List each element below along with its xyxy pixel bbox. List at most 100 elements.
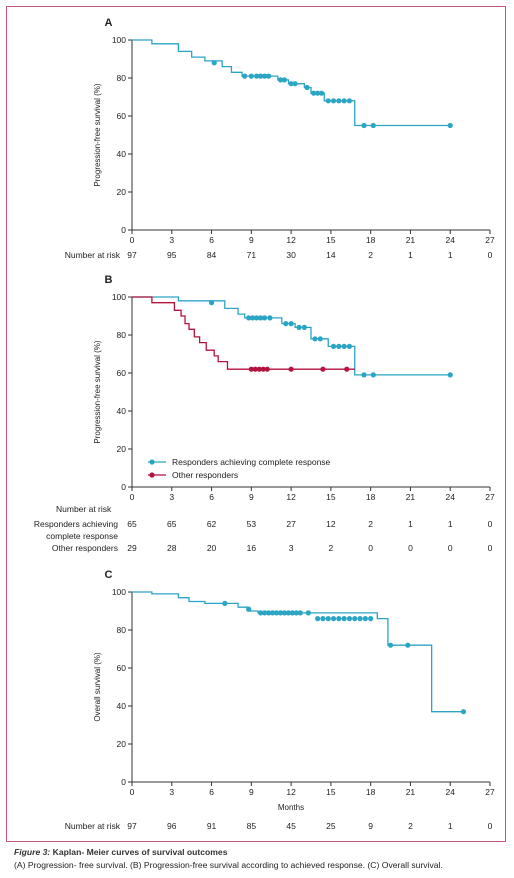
risk-value: 3: [289, 543, 294, 553]
y-tick-label: 0: [121, 777, 126, 787]
censor-mark: [258, 315, 264, 321]
censor-mark: [293, 610, 300, 616]
censor-mark: [248, 73, 254, 79]
risk-value: 97: [127, 250, 137, 260]
censor-mark: [447, 372, 453, 378]
legend-entry: Responders achieving complete response: [148, 457, 331, 467]
x-tick-label: 15: [326, 492, 336, 502]
y-tick-label: 100: [112, 35, 126, 45]
censor-mark: [344, 366, 350, 372]
panel-letter: B: [105, 274, 113, 286]
censor-mark: [370, 372, 376, 378]
risk-value: 14: [326, 250, 336, 260]
risk-value: 0: [488, 821, 493, 831]
censor-mark: [319, 90, 325, 96]
risk-value: 12: [326, 519, 336, 529]
legend-marker: [149, 472, 155, 478]
censor-mark: [261, 73, 268, 79]
risk-value: 0: [448, 543, 453, 553]
censor-mark: [248, 366, 254, 372]
x-tick-label: 24: [445, 492, 455, 502]
censor-mark: [317, 336, 323, 342]
censor-mark: [252, 366, 258, 372]
risk-value: 16: [247, 543, 257, 553]
censor-mark: [273, 610, 280, 616]
x-tick-label: 6: [209, 492, 214, 502]
series-curve-1: [132, 591, 467, 715]
censor-mark: [346, 98, 353, 104]
survival-curve: [132, 591, 464, 713]
censor-mark: [222, 600, 228, 607]
y-tick-label: 40: [117, 406, 127, 416]
censor-mark: [265, 610, 272, 616]
censor-mark: [288, 321, 294, 327]
censor-mark: [285, 610, 292, 616]
caption-title-rest: Kaplan- Meier curves of survival outcome…: [50, 847, 228, 857]
censor-mark: [311, 90, 317, 96]
censor-mark: [277, 77, 284, 83]
x-tick-label: 27: [485, 787, 495, 797]
risk-row-label: Number at risk: [65, 821, 121, 831]
x-tick-label: 3: [169, 492, 174, 502]
censor-mark: [246, 606, 252, 612]
risk-value: 45: [286, 821, 296, 831]
censor-mark: [336, 98, 342, 104]
legend-label: Responders achieving complete response: [172, 457, 331, 467]
legend-marker: [149, 459, 155, 465]
censor-mark: [256, 366, 262, 372]
risk-value: 65: [127, 519, 137, 529]
censor-mark: [405, 642, 411, 648]
censor-mark: [447, 122, 453, 129]
caption-title-prefix: Figure 3:: [14, 847, 51, 857]
legend-entry: Other responders: [148, 470, 238, 480]
x-tick-label: 21: [406, 787, 416, 797]
y-tick-label: 0: [121, 225, 126, 235]
x-tick-label: 12: [286, 235, 296, 245]
legend-label: Other responders: [172, 470, 238, 480]
risk-value: 28: [167, 543, 177, 553]
figure-frame: [6, 6, 506, 842]
y-tick-label: 20: [117, 187, 127, 197]
risk-row-label: Responders achieving: [34, 519, 118, 529]
series-curve-1: [132, 39, 453, 129]
censor-mark: [357, 616, 363, 622]
censor-mark: [288, 81, 294, 87]
censor-mark: [261, 315, 268, 321]
censor-mark: [368, 616, 374, 622]
censor-mark: [304, 84, 310, 91]
censor-mark: [289, 610, 296, 616]
censor-mark: [265, 73, 272, 79]
y-tick-label: 20: [117, 444, 127, 454]
censor-mark: [341, 98, 347, 104]
x-tick-label: 24: [445, 787, 455, 797]
censor-mark: [460, 709, 467, 715]
censor-mark: [341, 616, 347, 622]
censor-mark: [330, 616, 337, 622]
censor-mark: [211, 60, 217, 66]
series-other-responders: [132, 296, 355, 372]
y-tick-label: 100: [112, 587, 126, 597]
risk-value: 0: [368, 543, 373, 553]
risk-value: 27: [286, 519, 296, 529]
censor-mark: [283, 321, 289, 327]
risk-value: 30: [286, 250, 296, 260]
censor-mark: [362, 616, 368, 622]
y-axis-label: Overall survival (%): [93, 652, 102, 722]
censor-mark: [361, 122, 367, 129]
risk-value: 53: [247, 519, 257, 529]
censor-mark: [269, 610, 276, 616]
x-tick-label: 12: [286, 787, 296, 797]
censor-mark: [336, 616, 342, 622]
x-tick-label: 15: [326, 235, 336, 245]
risk-value: 71: [247, 250, 257, 260]
x-tick-label: 24: [445, 235, 455, 245]
censor-mark: [267, 315, 273, 321]
y-tick-label: 0: [121, 482, 126, 492]
censor-mark: [258, 610, 264, 616]
x-tick-label: 27: [485, 235, 495, 245]
censor-mark: [261, 610, 268, 616]
x-tick-label: 0: [130, 787, 135, 797]
